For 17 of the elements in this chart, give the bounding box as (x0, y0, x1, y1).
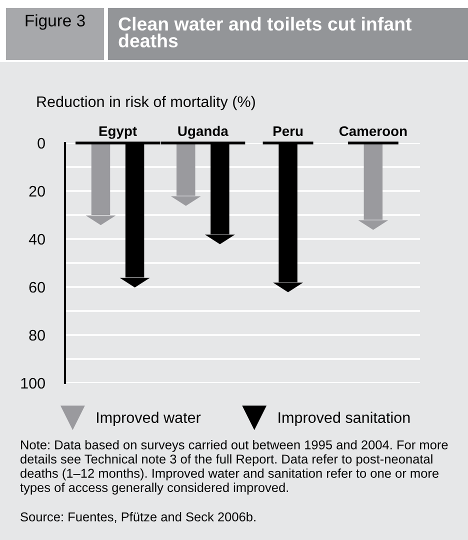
x-tick-label: Egypt (99, 126, 137, 139)
y-axis-title: Reduction in risk of mortality (%) (37, 96, 255, 110)
legend-label: Improved water (97, 412, 201, 426)
x-tick-label: Peru (274, 126, 303, 136)
y-tick-label: 80 (29, 330, 45, 341)
y-tick-label: 0 (38, 138, 45, 149)
chart-title: Clean water and toilets cut infant deaths (118, 16, 412, 48)
text: Note: Data based on surveys carried out between 1995 and 2004. For more details see Technical note 3 of the full Report. Data refer to post-neonatal deaths (1–12 months). Improved water and sanitation refer to one or more types of access generally considered improved. (20, 440, 448, 495)
caption: Figure 3 (26, 14, 85, 30)
y-tick-label: 40 (28, 234, 45, 245)
source-note: Source: Fuentes, Pfütze and Seck 2006b. (20, 512, 256, 523)
x-tick-label: Cameroon (339, 126, 407, 136)
x-tick-label: Uganda (178, 126, 228, 139)
y-tick-label: 100 (21, 378, 45, 389)
y-tick-label: 60 (29, 282, 45, 293)
y-tick-label: 20 (29, 186, 45, 197)
legend-label: Improved sanitation (278, 412, 410, 426)
